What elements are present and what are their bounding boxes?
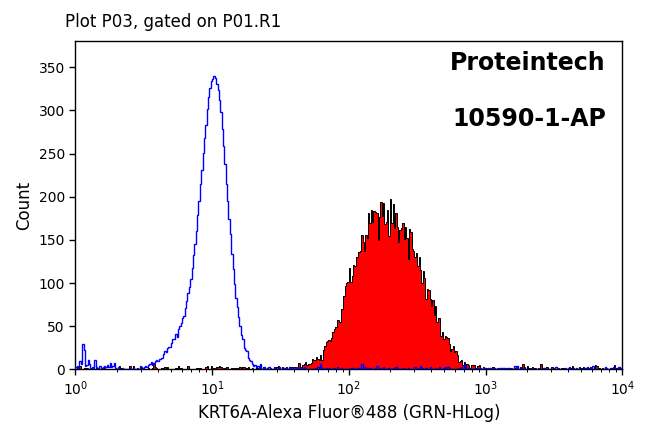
Text: Proteintech: Proteintech — [450, 51, 606, 75]
X-axis label: KRT6A-Alexa Fluor®488 (GRN-HLog): KRT6A-Alexa Fluor®488 (GRN-HLog) — [198, 404, 500, 422]
Y-axis label: Count: Count — [15, 181, 33, 230]
Text: Plot P03, gated on P01.R1: Plot P03, gated on P01.R1 — [65, 13, 281, 31]
Text: 10590-1-AP: 10590-1-AP — [452, 107, 606, 131]
